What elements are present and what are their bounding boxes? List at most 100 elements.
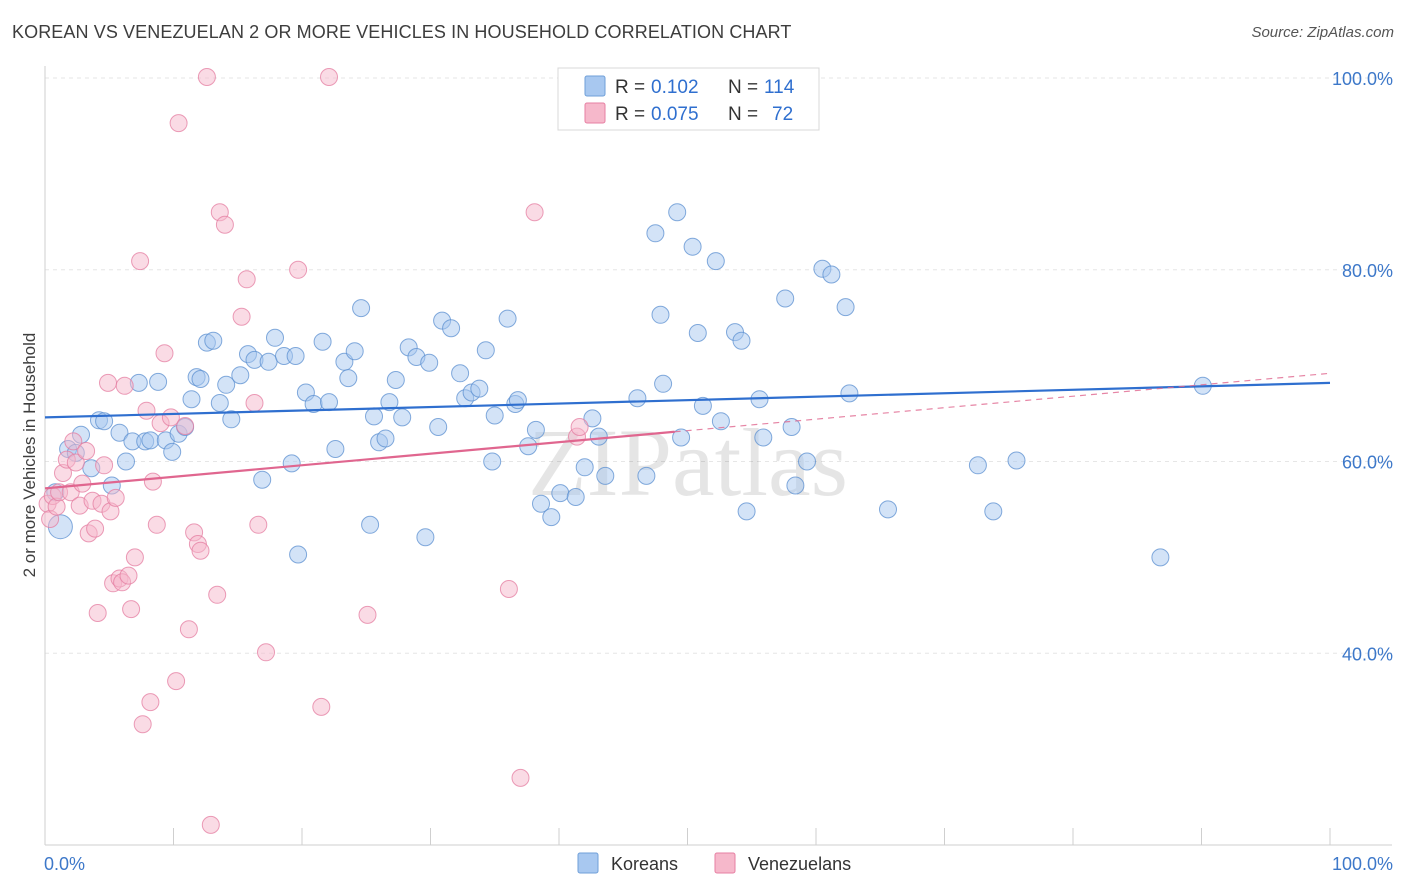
koreans-point (526, 420, 545, 439)
venezuelans-trend-line (44, 430, 675, 490)
koreans-point (654, 374, 673, 393)
venezuelans-point (64, 432, 83, 451)
koreans-point (566, 488, 585, 506)
venezuelans-point (570, 418, 589, 436)
koreans-point (217, 375, 236, 394)
venezuelans-point (257, 643, 275, 662)
koreans-point (668, 203, 687, 222)
legend-n-value-koreans: 114 (764, 77, 795, 98)
koreans-point (376, 429, 395, 448)
koreans-point (259, 352, 278, 371)
venezuelans-point (215, 215, 234, 234)
venezuelans-point (95, 456, 114, 475)
koreans-point (984, 502, 1003, 521)
series-legend: Koreans Venezuelans (577, 852, 851, 874)
koreans-point (693, 396, 712, 415)
koreans-point (365, 407, 383, 426)
koreans-point (737, 502, 756, 521)
koreans-point (596, 466, 615, 485)
koreans-point (672, 428, 691, 447)
koreans-point (637, 466, 656, 485)
venezuelans-point (237, 270, 256, 289)
y-tick-label: 40.0% (1342, 644, 1393, 664)
koreans-point (442, 319, 461, 338)
koreans-point (776, 289, 795, 308)
koreans-point (380, 393, 399, 412)
koreans-point (532, 494, 550, 513)
koreans-point (879, 500, 897, 519)
venezuelans-point (147, 515, 166, 534)
series-koreans (46, 203, 1212, 567)
koreans-point (683, 237, 702, 256)
koreans-point (289, 545, 308, 564)
koreans-point (313, 332, 332, 351)
koreans-point (339, 369, 358, 388)
legend-r-label-koreans: R = (615, 77, 645, 98)
legend-r-label-venezuelans: R = (615, 104, 645, 125)
koreans-point (204, 331, 223, 350)
venezuelans-point (176, 417, 195, 435)
venezuelans-point (77, 442, 96, 460)
venezuelans-point (141, 693, 160, 712)
legend-swatch-koreans (584, 75, 606, 97)
koreans-point (646, 224, 665, 243)
koreans-point (651, 305, 670, 324)
koreans-point (420, 353, 439, 372)
venezuelans-point (208, 585, 227, 604)
stats-legend: R = 0.102 N = 114 R = 0.075 N = 72 (557, 67, 820, 131)
koreans-point (163, 442, 182, 461)
venezuelans-point (133, 715, 152, 734)
koreans-point (282, 454, 301, 473)
source-label: Source: ZipAtlas.com (1251, 24, 1394, 41)
venezuelans-point (86, 519, 105, 538)
koreans-point (754, 428, 773, 447)
koreans-point (231, 366, 250, 385)
koreans-point (485, 406, 504, 425)
koreans-point (182, 390, 201, 409)
venezuelans-point (525, 203, 544, 222)
venezuelans-point (201, 815, 220, 834)
koreans-point (551, 484, 570, 503)
venezuelans-point (143, 472, 162, 491)
venezuelans-point (137, 401, 156, 420)
legend-r-value-venezuelans: 0.075 (651, 104, 699, 125)
x-tick-label: 0.0% (44, 854, 85, 874)
koreans-trend-line (44, 381, 1331, 419)
koreans-point (266, 328, 284, 347)
venezuelans-point (155, 344, 174, 363)
koreans-point (149, 372, 168, 391)
legend-r-value-koreans: 0.102 (651, 77, 699, 98)
legend-swatch-bottom-koreans (577, 852, 599, 874)
legend-label-venezuelans: Venezuelans (748, 854, 851, 874)
venezuelans-point (119, 566, 138, 585)
venezuelans-point (99, 373, 117, 392)
venezuelans-point (179, 620, 198, 639)
koreans-point (483, 452, 502, 471)
koreans-point (210, 394, 229, 412)
venezuelans-point (106, 488, 125, 507)
venezuelans-point (169, 114, 188, 133)
koreans-point (628, 389, 647, 408)
venezuelans-point (131, 252, 150, 271)
koreans-point (575, 458, 594, 477)
series-venezuelans (38, 68, 589, 834)
venezuelans-point (66, 453, 85, 472)
koreans-point (542, 508, 561, 527)
koreans-point (822, 265, 841, 284)
koreans-point (470, 379, 489, 398)
venezuelans-point (122, 600, 141, 619)
koreans-point (476, 341, 495, 360)
koreans-point (429, 418, 448, 436)
x-tick-label: 100.0% (1332, 854, 1393, 874)
koreans-point (782, 418, 801, 436)
koreans-point (508, 391, 527, 410)
y-axis-label: 2 or more Vehicles in Household (20, 333, 39, 578)
tick-labels: 40.0% 60.0% 80.0% 100.0% 0.0% 100.0% (44, 69, 1393, 874)
venezuelans-point (511, 768, 530, 787)
koreans-point (798, 452, 816, 471)
koreans-point (451, 364, 470, 383)
venezuelans-point (289, 260, 308, 279)
koreans-point (711, 412, 730, 431)
grid-lines (45, 77, 1392, 654)
legend-n-label-venezuelans: N = (728, 104, 758, 125)
